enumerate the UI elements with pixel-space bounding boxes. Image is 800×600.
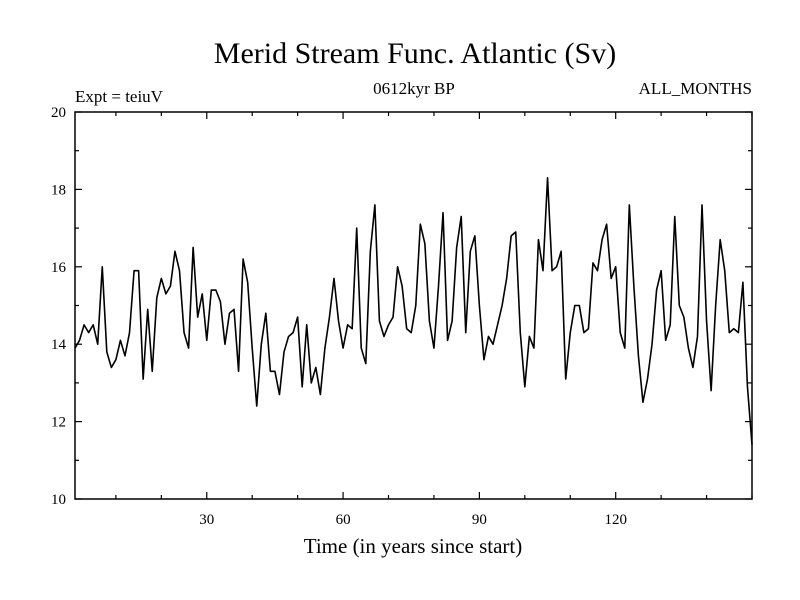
- x-tick-label: 60: [336, 512, 351, 528]
- subtitle-experiment: Expt = teiuV: [75, 87, 164, 106]
- subtitle-period: 0612kyr BP: [373, 79, 455, 98]
- x-tick-label: 30: [199, 512, 214, 528]
- y-tick-label: 18: [51, 182, 66, 198]
- subtitle-months: ALL_MONTHS: [639, 79, 752, 98]
- plot-frame: [74, 111, 753, 500]
- y-tick-label: 14: [51, 337, 67, 353]
- y-tick-label: 20: [51, 105, 66, 121]
- x-tick-label: 120: [604, 512, 627, 528]
- chart-title: Merid Stream Func. Atlantic (Sv): [214, 37, 616, 70]
- y-tick-label: 16: [51, 260, 67, 276]
- axis-ticks: [75, 111, 753, 500]
- x-axis-label: Time (in years since start): [304, 534, 523, 558]
- y-tick-label: 10: [51, 492, 66, 508]
- x-tick-label: 90: [472, 512, 487, 528]
- data-series-line: [74, 176, 753, 445]
- tick-labels: 10 12 14 16 18 20 30 60 90 120: [51, 105, 627, 528]
- y-tick-label: 12: [51, 415, 66, 431]
